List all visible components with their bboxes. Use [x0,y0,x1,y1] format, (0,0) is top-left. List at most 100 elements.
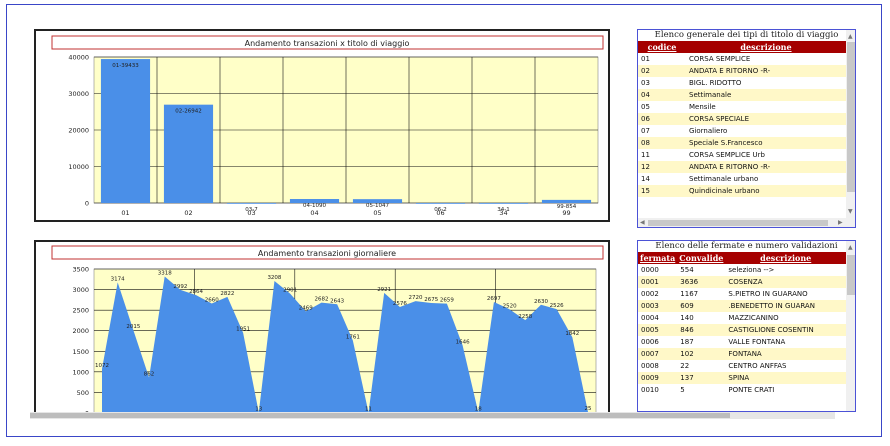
table-cell: 187 [680,338,694,346]
table-cell: PONTE CRATI [728,386,775,394]
y-tick-label: 40000 [68,54,89,62]
y-tick-label: 30000 [68,90,89,98]
chart-title-box [51,245,604,260]
scroll-down-icon[interactable]: ▼ [848,208,853,215]
table-row[interactable]: 0003 609 .BENEDETTO IN GUARAN [638,300,846,312]
data-label: 2720 [409,295,423,301]
data-label: 01-39433 [112,63,139,69]
data-label: 1761 [346,335,360,341]
column-header-codice[interactable]: codice [638,41,686,53]
data-label: 2864 [189,289,203,295]
table-fermate-title: Elenco delle fermate e numero validazion… [655,241,838,251]
table-row[interactable]: 14 Settimanale urbano [638,173,846,185]
data-label: 2630 [534,299,548,305]
y-tick-label: 3500 [72,266,89,274]
table-cell: Settimanale urbano [689,175,759,183]
table-fermate-vscroll[interactable]: ▲ [846,241,855,411]
data-label: 2469 [299,305,313,311]
table-row[interactable]: 0008 22 CENTRO ANFFAS [638,360,846,372]
data-label: 13 [255,406,262,412]
data-label: 2992 [173,284,187,290]
x-tick-label: 02 [184,209,192,217]
table-tipi-titolo-hscroll-thumb[interactable] [648,220,828,226]
x-tick-label: 01 [121,209,129,217]
table-row[interactable]: 05 Mensile [638,101,846,113]
data-label: 3174 [111,276,125,282]
horizontal-scrollbar[interactable] [30,412,835,419]
table-cell: CORSA SEMPLICE Urb [689,151,765,159]
x-tick-label: 34 [499,209,507,217]
data-label: 2682 [314,297,328,303]
chart-transazioni-giornaliere: Andamento transazioni giornaliere0500100… [34,240,610,418]
table-cell: ANDATA E RITORNO -R- [686,161,846,173]
table-cell: 554 [680,266,694,274]
data-label: 2675 [424,297,438,303]
table-row[interactable]: 0009 137 SPINA [638,372,846,384]
table-cell: 0000 [641,266,659,274]
bar [541,199,592,203]
column-header-fermata[interactable]: fermata [638,252,678,264]
table-cell: 0008 [641,362,659,370]
fermate-table: fermata Convalide descrizione 0000 554 sel… [638,252,846,396]
data-label: 2643 [330,298,344,304]
table-row[interactable]: 0005 846 CASTIGLIONE COSENTIN [638,324,846,336]
table-cell: 5 [680,386,685,394]
y-tick-label: 2000 [72,327,89,335]
table-row[interactable]: 06 CORSA SPECIALE [638,113,846,125]
table-row[interactable]: 0004 140 MAZZICANINO [638,312,846,324]
table-row[interactable]: 12 ANDATA E RITORNO -R- [638,161,846,173]
table-row[interactable]: 0002 1167 S.PIETRO IN GUARANO [638,288,846,300]
y-tick-label: 500 [77,389,89,397]
table-row[interactable]: 15 Quindicinale urbano [638,185,846,197]
table-cell: 0005 [638,324,678,336]
table-cell: Speciale S.Francesco [686,137,846,149]
scroll-left-icon[interactable]: ◀ [640,219,645,226]
data-label: 03-7 [245,207,258,213]
table-row[interactable]: 0001 3636 COSENZA [638,276,846,288]
table-cell: FONTANA [725,348,846,360]
table-row[interactable]: 07 Giornaliero [638,125,846,137]
table-tipi-titolo: Elenco generale dei tipi di titolo di vi… [637,29,856,228]
table-tipi-titolo-hscroll[interactable]: ◀ ▶ [638,218,855,227]
tipi-titolo-table: codice descrizione 01 CORSA SEMPLICE 02 AND… [638,41,846,197]
scroll-right-icon[interactable]: ▶ [838,219,843,226]
data-label: 2921 [377,287,391,293]
y-tick-label: 2500 [72,307,89,315]
column-header-descrizione[interactable]: descrizione [725,252,846,264]
table-fermate: Elenco delle fermate e numero validazion… [637,240,856,412]
data-label: 2901 [283,288,297,294]
horizontal-scrollbar-thumb[interactable] [30,413,730,418]
data-label: 99-854 [557,204,577,210]
table-cell: 04 [638,89,686,101]
column-header-convalide[interactable]: Convalide [677,252,726,264]
table-cell: 0003 [638,300,678,312]
table-row[interactable]: 0006 187 VALLE FONTANA [638,336,846,348]
table-cell: MAZZICANINO [728,314,779,322]
table-row[interactable]: 0007 102 FONTANA [638,348,846,360]
scroll-up-icon[interactable]: ▲ [848,244,853,251]
table-row[interactable]: 08 Speciale S.Francesco [638,137,846,149]
column-header-descrizione[interactable]: descrizione [686,41,846,53]
chart-title: Andamento transazioni giornaliere [258,249,396,258]
table-cell: 07 [641,127,650,135]
table-cell: 0004 [641,314,659,322]
table-row[interactable]: 03 BIGL. RIDOTTO [638,77,846,89]
table-cell: Settimanale [686,89,846,101]
table-cell: 11 [641,151,650,159]
table-tipi-titolo-vscroll[interactable]: ▲ ▼ [846,30,855,218]
data-label: 25 [585,406,592,412]
table-fermate-vscroll-thumb[interactable] [847,255,855,295]
table-row[interactable]: 04 Settimanale [638,89,846,101]
table-cell: 02 [638,65,686,77]
table-cell: 14 [641,175,650,183]
table-row[interactable]: 02 ANDATA E RITORNO -R- [638,65,846,77]
table-row[interactable]: 11 CORSA SEMPLICE Urb [638,149,846,161]
table-tipi-titolo-vscroll-thumb[interactable] [847,42,855,192]
data-label: 34-1 [497,207,509,213]
table-row[interactable]: 0010 5 PONTE CRATI [638,384,846,396]
data-label: 1646 [456,339,470,345]
table-row[interactable]: 01 CORSA SEMPLICE [638,53,846,65]
scroll-up-icon[interactable]: ▲ [848,33,853,40]
table-cell: 0001 [638,276,678,288]
table-row[interactable]: 0000 554 seleziona --> [638,264,846,276]
